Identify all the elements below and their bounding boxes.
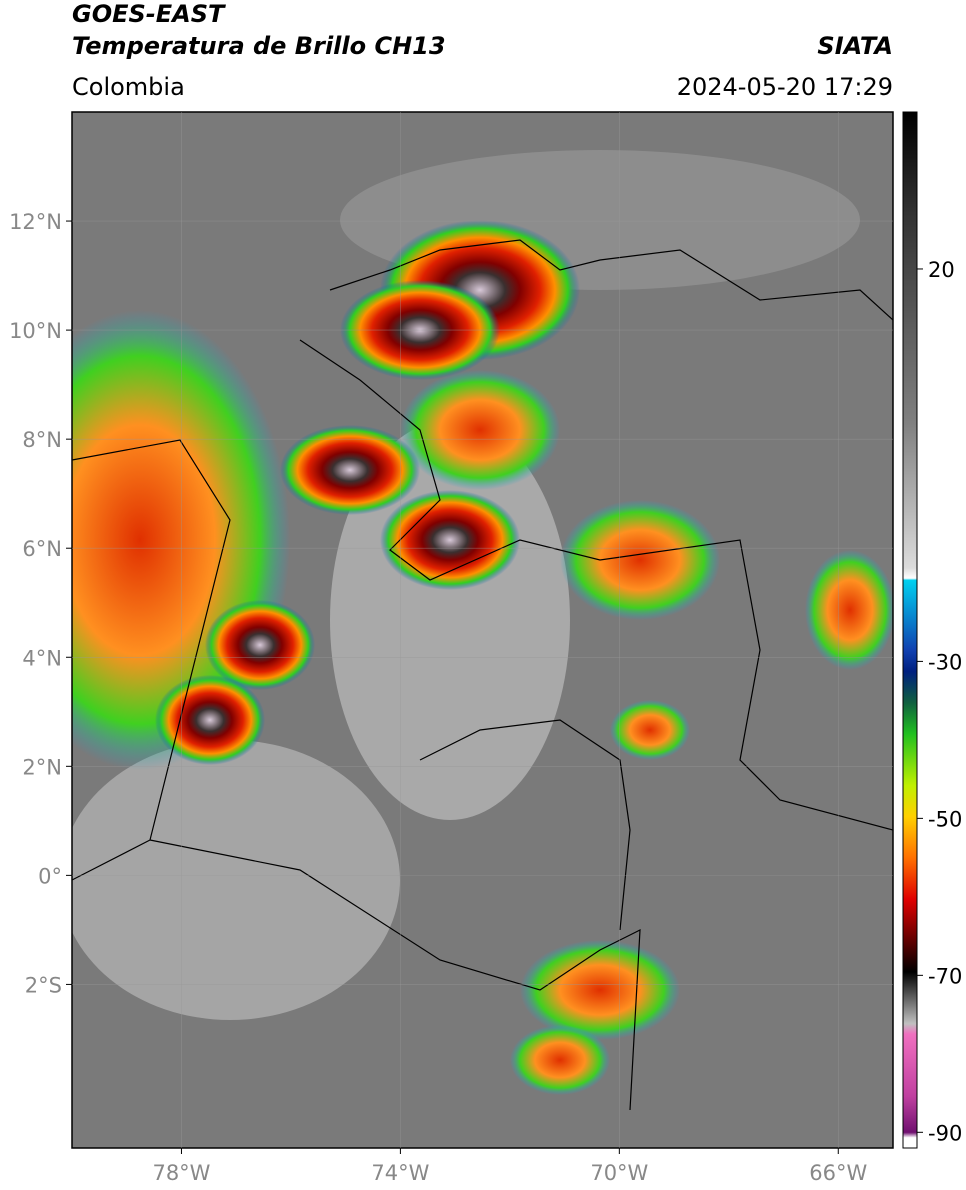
colorbar-tick-label: -30 <box>928 650 962 674</box>
y-tick-label: 10°N <box>9 319 62 343</box>
x-tick-label: 78°W <box>152 1161 210 1185</box>
y-tick-label: 2°S <box>25 973 62 997</box>
y-tick-label: 4°N <box>22 646 62 670</box>
colorbar-tick-label: 20 <box>928 258 955 282</box>
y-tick-label: 8°N <box>22 428 62 452</box>
title: GOES-EAST <box>72 0 226 28</box>
x-tick-label: 66°W <box>809 1161 867 1185</box>
y-tick-label: 0° <box>38 864 62 888</box>
x-tick-label: 74°W <box>371 1161 429 1185</box>
colorbar-tick-label: -50 <box>928 807 962 831</box>
y-tick-label: 12°N <box>9 210 62 234</box>
source: SIATA <box>817 32 893 60</box>
datetime: 2024-05-20 17:29 <box>677 73 893 101</box>
colorbar-tick-label: -90 <box>928 1121 962 1145</box>
y-tick-label: 2°N <box>22 755 62 779</box>
satellite-image <box>72 112 893 1148</box>
colorbar <box>902 111 918 1149</box>
x-tick-label: 70°W <box>590 1161 648 1185</box>
colorbar-tick-label: -70 <box>928 964 962 988</box>
map-frame <box>71 111 894 1149</box>
region: Colombia <box>72 73 185 101</box>
subtitle: Temperatura de Brillo CH13 <box>72 32 446 60</box>
y-tick-label: 6°N <box>22 537 62 561</box>
